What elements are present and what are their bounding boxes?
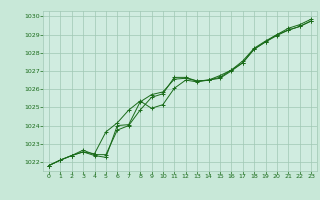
Text: Graphe pression niveau de la mer (hPa): Graphe pression niveau de la mer (hPa) [48,187,272,197]
